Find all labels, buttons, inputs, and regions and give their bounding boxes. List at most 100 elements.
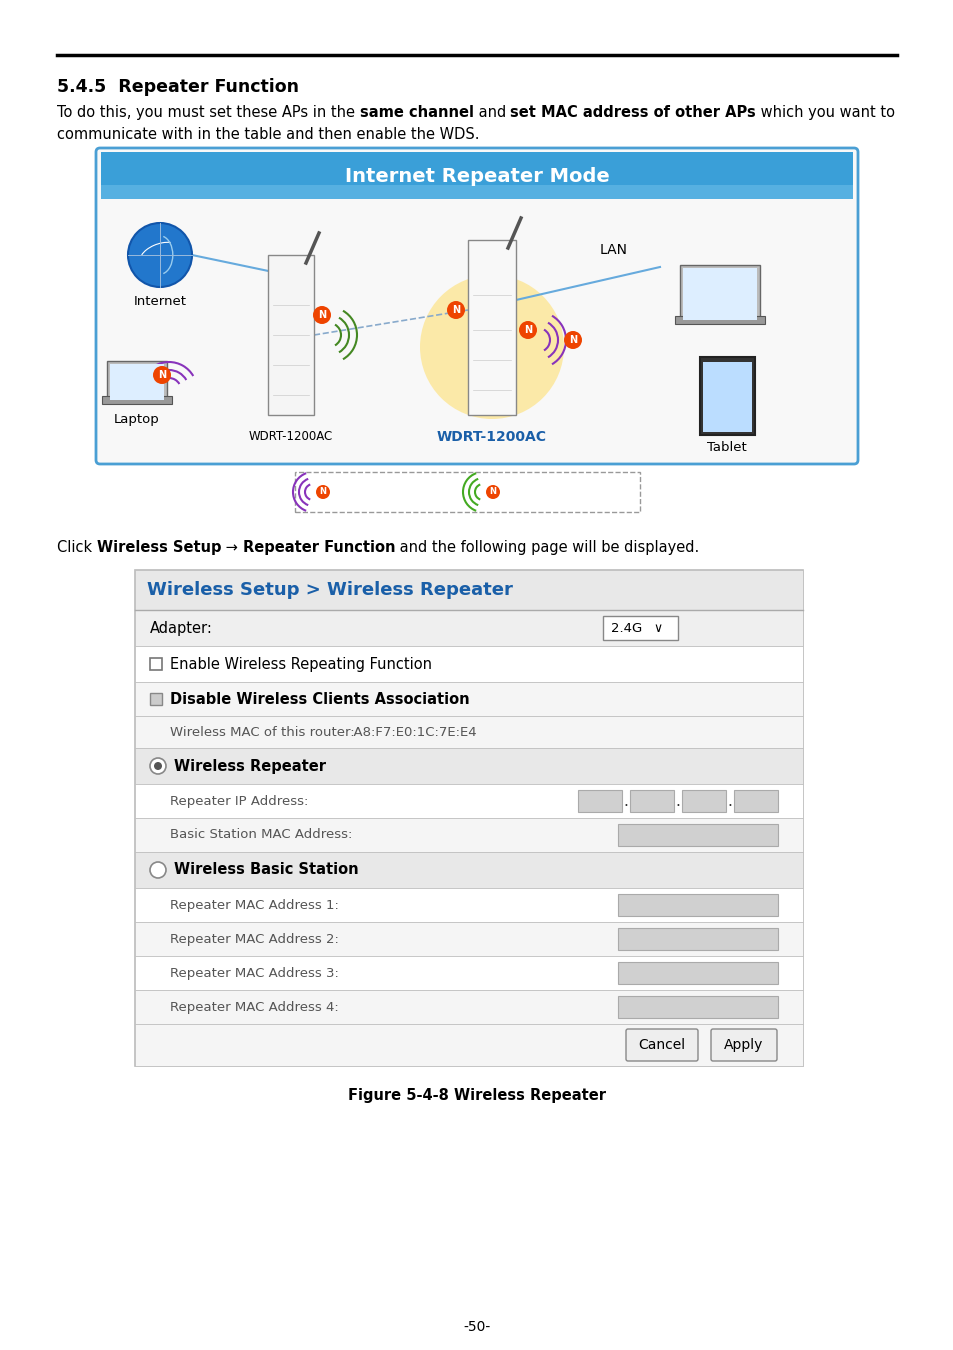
Bar: [135, 682, 802, 716]
Bar: [101, 153, 852, 198]
Bar: [468, 240, 516, 414]
Bar: [135, 956, 802, 990]
Text: Repeater MAC Address 2:: Repeater MAC Address 2:: [170, 933, 338, 945]
Text: Basic Station MAC Address:: Basic Station MAC Address:: [170, 829, 352, 841]
Text: Repeater IP Address:: Repeater IP Address:: [170, 795, 308, 807]
Bar: [578, 790, 621, 811]
Text: Adapter:: Adapter:: [150, 621, 213, 636]
Text: N: N: [452, 305, 459, 315]
Bar: [135, 990, 802, 1025]
Text: ∨: ∨: [652, 621, 661, 634]
Text: Enable Wireless Repeating Function: Enable Wireless Repeating Function: [170, 656, 432, 671]
Bar: [679, 265, 760, 323]
Text: Wireless Repeater: Wireless Repeater: [173, 759, 326, 774]
Bar: [618, 894, 778, 917]
FancyBboxPatch shape: [294, 472, 639, 512]
Bar: [733, 790, 778, 811]
Text: Wireless Basic Station: Wireless Basic Station: [173, 863, 358, 878]
Bar: [629, 790, 673, 811]
Bar: [618, 824, 778, 846]
Circle shape: [153, 761, 162, 770]
Bar: [618, 963, 778, 984]
Bar: [135, 716, 802, 748]
Bar: [107, 360, 167, 404]
Circle shape: [313, 306, 331, 324]
Bar: [135, 818, 802, 852]
Bar: [135, 922, 802, 956]
Text: set MAC address of other APs: set MAC address of other APs: [510, 105, 756, 120]
Text: and: and: [473, 105, 510, 120]
Bar: [150, 657, 162, 670]
Bar: [702, 362, 751, 432]
Text: LAN: LAN: [599, 243, 627, 256]
Text: 2.4G: 2.4G: [610, 621, 646, 634]
Bar: [618, 927, 778, 950]
Text: N: N: [317, 310, 326, 320]
Bar: [135, 748, 802, 784]
Circle shape: [419, 275, 563, 418]
Bar: [135, 570, 802, 1066]
Text: Universal Repeater: Universal Repeater: [504, 486, 628, 498]
Text: -50-: -50-: [463, 1320, 490, 1334]
Text: Internet Repeater Mode: Internet Repeater Mode: [344, 166, 609, 185]
Text: Cancel: Cancel: [638, 1038, 685, 1052]
Text: →: →: [221, 540, 242, 555]
Text: .: .: [623, 794, 628, 809]
Circle shape: [315, 485, 330, 500]
Bar: [618, 996, 778, 1018]
Bar: [135, 1025, 802, 1067]
Text: N: N: [568, 335, 577, 346]
Text: Repeater MAC Address 3:: Repeater MAC Address 3:: [170, 967, 338, 980]
Bar: [135, 610, 802, 647]
Bar: [681, 790, 725, 811]
Circle shape: [447, 301, 464, 319]
Text: 5.4.5  Repeater Function: 5.4.5 Repeater Function: [57, 78, 298, 96]
Bar: [135, 852, 802, 888]
Text: Figure 5-4-8 Wireless Repeater: Figure 5-4-8 Wireless Repeater: [348, 1088, 605, 1103]
Bar: [682, 269, 757, 320]
FancyBboxPatch shape: [710, 1029, 776, 1061]
Circle shape: [128, 223, 192, 288]
FancyBboxPatch shape: [625, 1029, 698, 1061]
Bar: [135, 647, 802, 682]
Text: Laptop: Laptop: [114, 413, 160, 427]
Circle shape: [518, 321, 537, 339]
Bar: [700, 356, 754, 435]
Text: To do this, you must set these APs in the: To do this, you must set these APs in th…: [57, 105, 359, 120]
Text: .: .: [675, 794, 679, 809]
Circle shape: [152, 366, 171, 383]
Text: Repeater MAC Address 1:: Repeater MAC Address 1:: [170, 899, 338, 911]
Text: Click: Click: [57, 540, 96, 555]
Bar: [150, 693, 162, 705]
Text: Internet: Internet: [133, 296, 186, 308]
Circle shape: [563, 331, 581, 350]
Bar: [135, 888, 802, 922]
Text: and the following page will be displayed.: and the following page will be displayed…: [395, 540, 699, 555]
Bar: [102, 396, 172, 404]
Text: WDRT-1200AC: WDRT-1200AC: [436, 431, 546, 444]
Text: .: .: [727, 794, 732, 809]
Text: Repeater MAC Address 4:: Repeater MAC Address 4:: [170, 1000, 338, 1014]
Circle shape: [485, 485, 499, 500]
Text: Disable Wireless Clients Association: Disable Wireless Clients Association: [170, 691, 469, 706]
Text: Apply: Apply: [723, 1038, 763, 1052]
Text: Laptop: Laptop: [697, 281, 742, 294]
Bar: [110, 364, 164, 400]
Text: WDRT-1200AC: WDRT-1200AC: [249, 431, 333, 443]
Text: AP/Client Link: AP/Client Link: [335, 486, 425, 498]
Text: which you want to: which you want to: [756, 105, 894, 120]
Text: Wireless Setup: Wireless Setup: [96, 540, 221, 555]
Text: Repeater Function: Repeater Function: [242, 540, 395, 555]
Text: Tablet: Tablet: [706, 441, 746, 454]
Circle shape: [150, 757, 166, 774]
Bar: [135, 784, 802, 818]
Circle shape: [150, 863, 166, 878]
Bar: [101, 185, 852, 198]
FancyBboxPatch shape: [96, 148, 857, 464]
Bar: [268, 255, 314, 414]
Text: N: N: [523, 325, 532, 335]
Text: same channel: same channel: [359, 105, 473, 120]
Bar: [135, 570, 802, 610]
Text: N: N: [158, 370, 166, 379]
Bar: [675, 316, 764, 324]
